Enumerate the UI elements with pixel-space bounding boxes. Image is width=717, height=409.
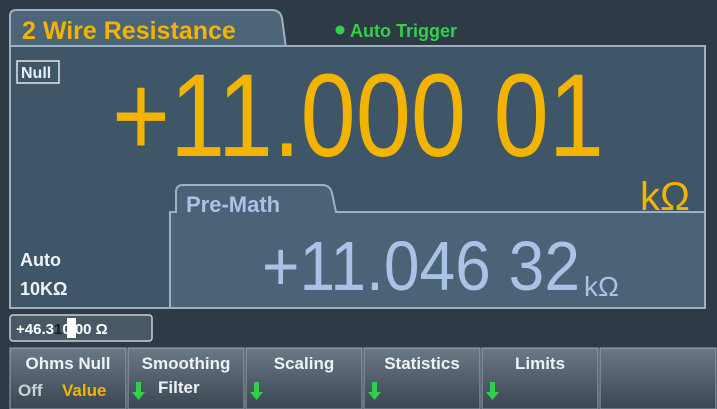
range-mode: Auto [20, 250, 61, 270]
trigger-dot [335, 25, 345, 35]
null-indicator: Null [21, 65, 51, 82]
softkey-arrow [486, 382, 499, 400]
softkey-label: Statistics [384, 354, 460, 373]
range-value: 10KΩ [20, 279, 67, 299]
softkey[interactable] [245, 347, 363, 409]
trigger-status: Auto Trigger [350, 21, 457, 41]
softkey-option: Off [18, 381, 43, 400]
softkey-arrow [132, 382, 145, 400]
softkey-label: Smoothing [142, 354, 231, 373]
entry-after: 0 00 Ω [62, 321, 107, 338]
title: 2 Wire Resistance [22, 17, 236, 45]
softkey-label: Ohms Null [25, 354, 110, 373]
premath-panel [169, 184, 706, 309]
softkey[interactable] [127, 347, 245, 409]
tab-join [12, 47, 284, 51]
softkey-label: Limits [515, 354, 565, 373]
premath-unit: kΩ [584, 271, 619, 302]
softkey[interactable] [481, 347, 599, 409]
entry-box[interactable] [9, 314, 153, 342]
softkey-arrow [368, 382, 381, 400]
entry-text: +46.310 00 Ω [16, 321, 108, 338]
softkey-arrow [250, 382, 263, 400]
main-reading: +11.000 01 [112, 50, 604, 182]
softkey[interactable] [599, 347, 717, 409]
softkey[interactable] [9, 347, 127, 409]
softkey[interactable] [363, 347, 481, 409]
softkey-bar: Ohms Null Off Value Smoothing Filter Scaling S… [9, 347, 717, 409]
premath-label: Pre-Math [186, 192, 280, 217]
softkey-sublabel: Filter [158, 378, 200, 397]
title-tab [9, 9, 288, 49]
null-box [16, 60, 60, 84]
entry-cursor-box [67, 318, 76, 338]
entry-before: +46.3 [16, 321, 54, 338]
softkey-label: Scaling [274, 354, 334, 373]
entry-cursor: 1 [54, 321, 62, 338]
softkey-option-selected: Value [62, 381, 106, 400]
premath-reading: +11.046 32 [262, 227, 580, 305]
